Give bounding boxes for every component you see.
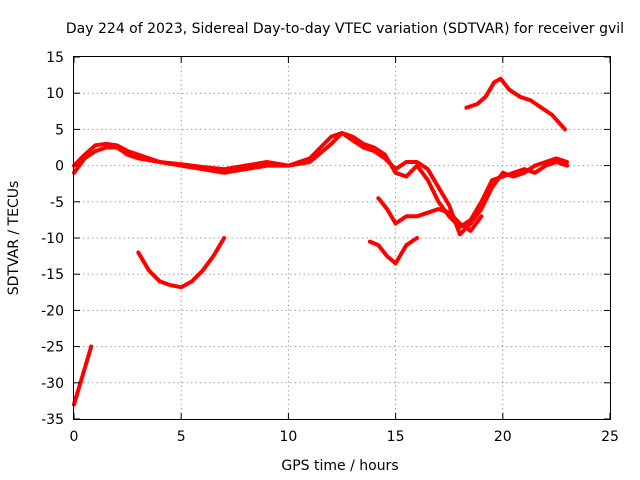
x-tick-label: 10 [279, 429, 297, 445]
y-tick-label: 0 [55, 159, 64, 175]
series-layer [72, 76, 570, 407]
y-tick-label: -25 [41, 340, 64, 356]
y-tick-label: -5 [50, 195, 64, 211]
series-arc-4 [136, 236, 227, 290]
y-tick-label: -35 [41, 412, 64, 428]
y-tick-label: -10 [41, 231, 64, 247]
ticks: 0 5 10 15 20 25 -35 -30 -25 -20 -15 -10 -5 0 5 10 15 [41, 50, 619, 445]
x-tick-label: 20 [494, 429, 512, 445]
chart-title: Day 224 of 2023, Sidereal Day-to-day VTE… [66, 21, 624, 37]
series-arc-3 [72, 344, 94, 407]
y-tick-label: -15 [41, 267, 64, 283]
x-tick-label: 5 [177, 429, 186, 445]
series-arc-7 [464, 76, 567, 132]
series-arc-6 [376, 196, 484, 233]
series-arc-2 [72, 131, 570, 237]
y-tick-label: -30 [41, 376, 64, 392]
y-tick-label: 10 [46, 86, 64, 102]
plot-frame [73, 56, 611, 420]
y-tick-label: -20 [41, 303, 64, 319]
series-arc-5 [367, 236, 419, 266]
x-tick-label: 25 [601, 429, 619, 445]
x-axis-label: GPS time / hours [281, 458, 398, 474]
x-tick-label: 15 [387, 429, 405, 445]
y-tick-label: 5 [55, 122, 64, 138]
y-tick-label: 15 [46, 50, 64, 66]
x-tick-label: 0 [70, 429, 79, 445]
y-axis-label: SDTVAR / TECUs [6, 181, 22, 296]
grid [74, 57, 610, 419]
